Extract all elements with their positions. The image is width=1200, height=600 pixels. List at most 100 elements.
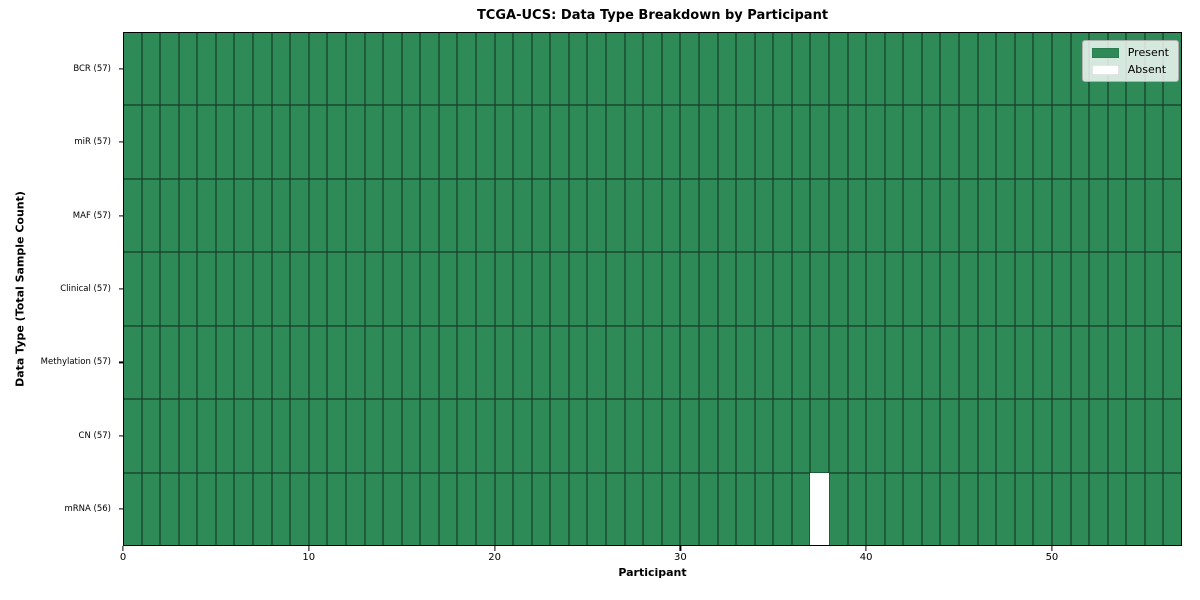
heatmap-cell [475,472,495,546]
heatmap-cell [1163,252,1182,326]
heatmap-cell [847,32,867,106]
heatmap-cell [791,252,811,326]
heatmap-cell [587,325,607,400]
heatmap-cell [754,325,774,400]
heatmap-cell [550,472,569,546]
y-tick-label: miR (57) [74,136,111,147]
heatmap-cell [643,325,662,400]
heatmap-cell [810,325,829,400]
heatmap-cell [457,105,476,179]
heatmap-cell [568,472,588,546]
heatmap-cell [903,472,922,546]
heatmap-cell [401,32,421,106]
heatmap-cell [1107,399,1127,473]
heatmap-cell [606,178,625,253]
heatmap-cell [438,472,458,546]
heatmap-cell [215,32,235,106]
heatmap-cell [977,325,997,400]
heatmap-cell [1126,105,1145,179]
heatmap-cell [661,32,681,106]
heatmap-cell [420,252,439,326]
heatmap-cell [643,252,662,326]
heatmap-cell [1107,105,1127,179]
heatmap-cell [345,178,365,253]
heatmap-cell [754,252,774,326]
heatmap-cell [587,178,607,253]
heatmap-cell [773,178,792,253]
y-tick-label: Methylation (57) [40,357,111,368]
heatmap-cell [1014,252,1034,326]
heatmap-cell [1126,178,1145,253]
heatmap-cell [197,252,216,326]
heatmap-cell [234,252,254,326]
heatmap-cell [234,472,254,546]
heatmap-cell [160,252,179,326]
heatmap-cell [866,472,885,546]
heatmap-cell [791,178,811,253]
heatmap-cell [438,252,458,326]
heatmap-cell [921,32,941,106]
heatmap-cell [606,105,625,179]
legend-item: Present [1091,47,1169,58]
heatmap-cell [197,399,216,473]
heatmap-cell [810,399,829,473]
heatmap-cell [290,325,309,400]
heatmap-cell [550,32,569,106]
heatmap-cell [531,399,551,473]
heatmap-cell [531,472,551,546]
heatmap-cell [327,325,346,400]
heatmap-cell [197,32,216,106]
heatmap-cell [1163,325,1182,400]
heatmap-cell [940,252,960,326]
heatmap-cell [457,32,476,106]
heatmap-cell [847,252,867,326]
heatmap-cell [977,105,997,179]
heatmap-cell [698,325,718,400]
heatmap-cell [736,399,755,473]
heatmap-cell [271,32,291,106]
heatmap-cell [308,105,328,179]
heatmap-cell [903,105,922,179]
heatmap-cell [717,32,737,106]
heatmap-cell [754,399,774,473]
heatmap-cell [698,252,718,326]
heatmap-cell [568,399,588,473]
y-tick-mark [118,435,123,437]
heatmap-cell [698,32,718,106]
heatmap-cell [903,252,922,326]
heatmap-cell [921,252,941,326]
heatmap-cell [1144,178,1164,253]
heatmap-cell [327,252,346,326]
heatmap-cell [828,325,848,400]
y-tick-label: Clinical (57) [60,283,111,294]
x-axis-label: Participant [618,566,687,579]
heatmap-cell [364,32,384,106]
heatmap-cell [959,178,978,253]
heatmap-cell [141,472,161,546]
heatmap-cell [290,32,309,106]
y-tick-mark [118,141,123,143]
heatmap-cell [754,105,774,179]
heatmap-cell [940,178,960,253]
heatmap-cell [550,399,569,473]
heatmap-cell [1070,105,1090,179]
heatmap-cell [160,325,179,400]
heatmap-cell [271,252,291,326]
heatmap-cell [234,105,254,179]
legend-swatch [1091,47,1119,58]
heatmap-cell [141,399,161,473]
heatmap-cell [1144,399,1164,473]
heatmap-cell [903,178,922,253]
heatmap-cell [123,178,142,253]
heatmap-cell [178,105,198,179]
heatmap-cell [624,178,644,253]
heatmap-cell [959,399,978,473]
heatmap-cell [661,105,681,179]
heatmap-cell [606,399,625,473]
heatmap-cell [661,472,681,546]
heatmap-cell [308,178,328,253]
heatmap-cell [178,325,198,400]
heatmap-grid [123,32,1182,546]
heatmap-cell [959,32,978,106]
